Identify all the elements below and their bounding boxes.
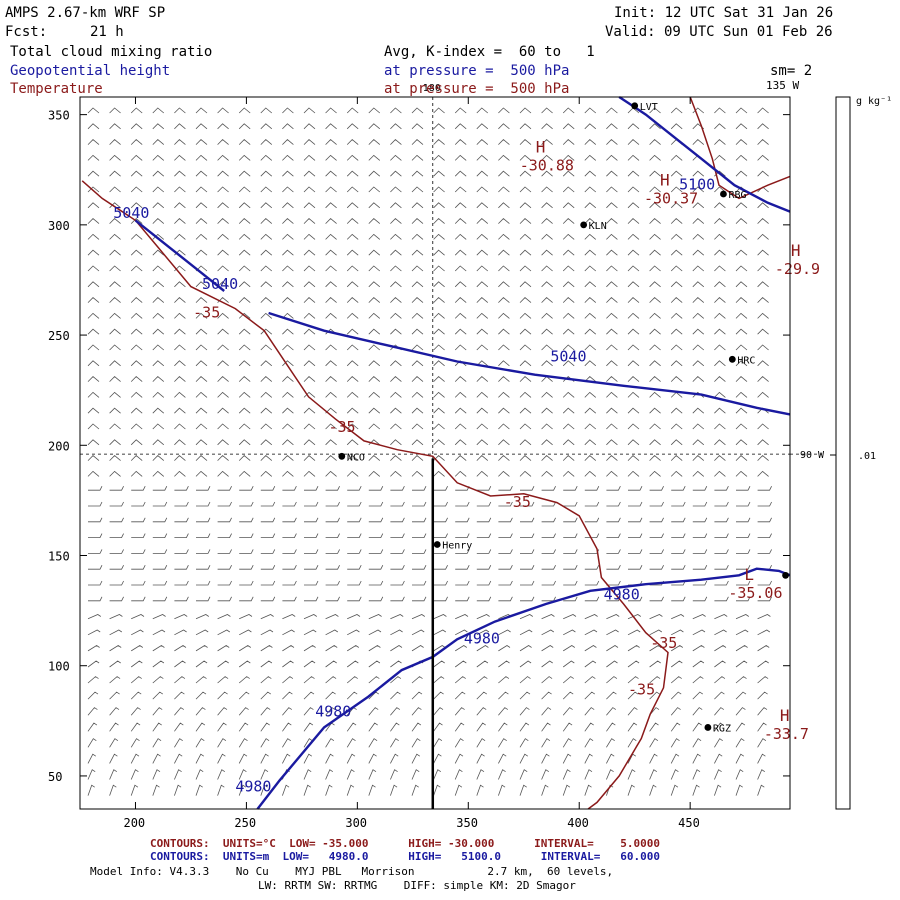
- x-tick-label: 400: [567, 816, 589, 830]
- wind-barb-field: [87, 107, 772, 796]
- station-label: HRC: [737, 355, 755, 366]
- station-dot: [433, 541, 441, 548]
- height-contour: [618, 95, 791, 213]
- x-tick-label: 350: [456, 816, 478, 830]
- contour-label: -35: [504, 493, 531, 511]
- colorbar: [835, 96, 851, 810]
- field2-name: Geopotential height: [10, 63, 171, 79]
- field2-info: at pressure = 500 hPa: [384, 63, 570, 79]
- y-tick-label: 200: [48, 439, 70, 453]
- height-contours: [134, 95, 791, 810]
- station-markers: LVT RBG KLN HRC NCO Henry RGZ: [338, 102, 789, 734]
- x-tick-label: 300: [345, 816, 367, 830]
- model-physics: LW: RRTM SW: RRTMG DIFF: simple KM: 2D S…: [258, 879, 576, 892]
- contour-label: 4980: [235, 777, 271, 795]
- height-contour: [268, 311, 791, 416]
- temperature-contours: [81, 96, 791, 810]
- station-label: KLN: [589, 221, 607, 232]
- y-tick-label: 350: [48, 109, 70, 123]
- forecast-hour: 21 h: [90, 24, 124, 40]
- extremum-value: -30.37: [644, 189, 698, 207]
- extremum-letter: H: [536, 137, 546, 156]
- contour-label: -35: [628, 680, 655, 698]
- station-label: RBG: [728, 190, 746, 201]
- station-label: NCO: [347, 452, 365, 463]
- y-tick-label: 50: [48, 770, 62, 784]
- temperature-contour-info: CONTOURS: UNITS=°C LOW= -35.000 HIGH= -3…: [150, 837, 660, 850]
- contour-label: 5040: [113, 204, 149, 222]
- contour-label: 4980: [464, 630, 500, 648]
- contour-label: 4980: [315, 702, 351, 720]
- model-info: Model Info: V4.3.3 No Cu MYJ PBL Morriso…: [90, 865, 614, 878]
- wind-barbs: [87, 107, 772, 796]
- colorbar-units: g kg⁻¹: [856, 96, 892, 107]
- plot-frame: [79, 96, 791, 810]
- x-tick-label: 200: [123, 816, 145, 830]
- extremum-value: -29.9: [775, 260, 820, 278]
- temperature-contour: [689, 96, 791, 200]
- contour-label: 5040: [550, 348, 586, 366]
- extremum-value: -35.06: [728, 584, 782, 602]
- station-dot: [704, 724, 712, 731]
- contour-label: 4980: [604, 586, 640, 604]
- field1-name: Total cloud mixing ratio: [10, 44, 213, 60]
- model-title: AMPS 2.67-km WRF SP: [5, 5, 166, 21]
- field1-info: Avg, K-index = 60 to 1: [384, 44, 595, 60]
- forecast-label: Fcst:: [5, 24, 48, 40]
- init-time: Init: 12 UTC Sat 31 Jan 26: [614, 5, 834, 21]
- y-tick-label: 150: [48, 550, 70, 564]
- station-dot: [338, 452, 346, 460]
- field3-info: at pressure = 500 hPa: [384, 81, 570, 97]
- station-dot: [720, 190, 727, 198]
- contour-label: -35: [329, 418, 356, 436]
- reference-grid-lines: 180 90 W 135 W: [80, 79, 825, 809]
- y-tick-label: 100: [48, 660, 70, 674]
- station-dot: [631, 102, 639, 110]
- station-dot: [728, 355, 736, 363]
- x-tick-label: 250: [234, 816, 256, 830]
- station-label: Henry: [442, 540, 472, 551]
- extremum-letter: H: [791, 241, 801, 260]
- height-contour: [256, 567, 791, 810]
- longitude-label: 180: [423, 83, 441, 94]
- extremum-value: -33.7: [764, 725, 809, 743]
- station-dot: [782, 571, 789, 579]
- contour-label: 5100: [679, 176, 715, 194]
- y-tick-label: 300: [48, 219, 70, 233]
- extrema-markers: H-30.88H-30.37H-29.9L-35.06H-33.7: [520, 137, 820, 743]
- contour-label: -35: [650, 634, 677, 652]
- temperature-contour: [81, 180, 669, 810]
- field3-name: Temperature: [10, 81, 103, 97]
- extremum-letter: H: [660, 170, 670, 189]
- contour-label: -35: [193, 303, 220, 321]
- station-label: RGZ: [713, 723, 731, 734]
- edge-longitude-label: 135 W: [766, 79, 799, 92]
- station-label: LVT: [640, 102, 658, 113]
- contour-labels: 5100 5040 5040 5040 4980 4980 4980 4980 -35 -35 -3…: [113, 176, 715, 796]
- height-contour: [134, 219, 225, 292]
- extremum-letter: L: [744, 565, 754, 584]
- station-dot: [580, 221, 588, 229]
- colorbar-tick-label: .01: [858, 451, 876, 462]
- valid-time: Valid: 09 UTC Sun 01 Feb 26: [605, 24, 833, 40]
- latitude-label: 90 W: [800, 450, 825, 461]
- x-axis-ticks: 200 250 300 350 400 450: [123, 97, 700, 830]
- contour-label: 5040: [202, 275, 238, 293]
- height-contour-info: CONTOURS: UNITS=m LOW= 4980.0 HIGH= 5100…: [150, 850, 660, 863]
- y-tick-label: 250: [48, 329, 70, 343]
- extremum-value: -30.88: [520, 156, 574, 174]
- field2-smoothing: sm= 2: [770, 63, 813, 79]
- extremum-letter: H: [780, 706, 790, 725]
- y-axis-ticks: 50 100 150 200 250 300 350: [48, 109, 790, 784]
- x-tick-label: 450: [678, 816, 700, 830]
